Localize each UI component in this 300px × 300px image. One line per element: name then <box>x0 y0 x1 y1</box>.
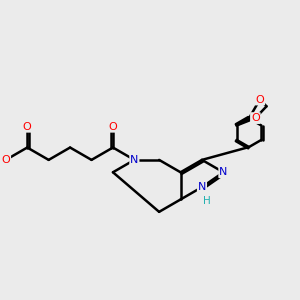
Text: N: N <box>198 182 206 192</box>
Text: N: N <box>130 155 139 165</box>
Text: H: H <box>203 196 211 206</box>
Text: O: O <box>2 155 10 165</box>
Text: O: O <box>256 94 264 104</box>
Text: O: O <box>109 122 117 132</box>
Text: N: N <box>219 167 228 177</box>
Text: O: O <box>251 113 260 123</box>
Text: O: O <box>23 122 32 132</box>
